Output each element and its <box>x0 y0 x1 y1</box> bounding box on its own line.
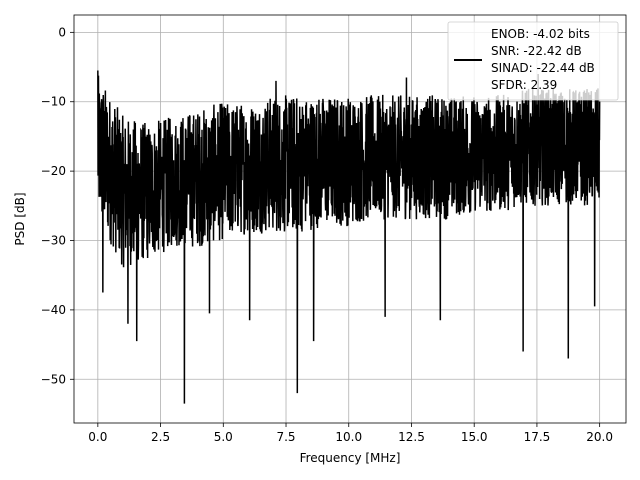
psd-line <box>97 70 601 404</box>
y-tick-label: −30 <box>41 234 66 248</box>
axes-frame <box>73 14 627 424</box>
legend-entry-sfdr: SFDR: 2.39 <box>491 78 557 92</box>
y-tick-label: −20 <box>41 164 66 178</box>
x-tick-label: 7.5 <box>276 430 295 444</box>
x-tick-label: 10.0 <box>335 430 362 444</box>
x-tick-label: 12.5 <box>398 430 425 444</box>
x-tick-label: 20.0 <box>586 430 613 444</box>
y-tick-label: −40 <box>41 303 66 317</box>
x-tick-label: 2.5 <box>151 430 170 444</box>
psd-trace <box>97 70 601 404</box>
x-tick-label: 17.5 <box>524 430 551 444</box>
legend: ENOB: -4.02 bits SNR: -22.42 dB SINAD: -… <box>447 21 619 101</box>
y-tick-label: −50 <box>41 372 66 386</box>
y-tick-label: 0 <box>58 25 66 39</box>
legend-entry-sinad: SINAD: -22.44 dB <box>491 61 595 75</box>
y-axis-label: PSD [dB] <box>13 192 27 245</box>
x-tick-label: 15.0 <box>461 430 488 444</box>
x-tick-label: 0.0 <box>88 430 107 444</box>
legend-box <box>447 21 619 101</box>
x-axis-label: Frequency [MHz] <box>300 451 401 465</box>
legend-entry-enob: ENOB: -4.02 bits <box>491 27 590 41</box>
legend-entry-snr: SNR: -22.42 dB <box>491 44 582 58</box>
axis-ticks: 0.0 2.5 5.0 7.5 10.0 12.5 15.0 17.5 20.0 0 −10 −20 −… <box>41 25 613 444</box>
y-tick-label: −10 <box>41 95 66 109</box>
x-tick-label: 5.0 <box>214 430 233 444</box>
